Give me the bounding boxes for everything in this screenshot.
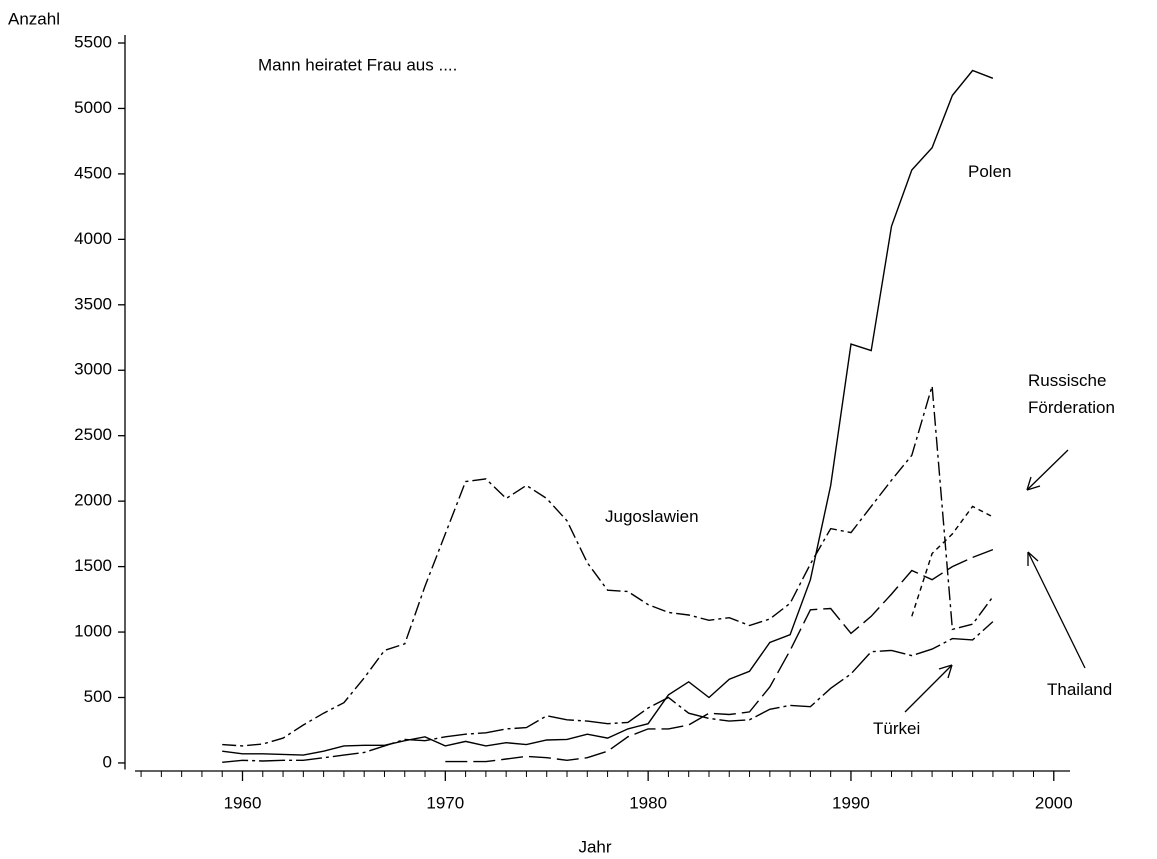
series-line: [222, 69, 994, 756]
x-tick-label: 1960: [224, 793, 262, 812]
series-label: Polen: [968, 162, 1012, 181]
arrow: [1026, 449, 1069, 491]
x-axis-label: Jahr: [578, 837, 611, 856]
arrow: [904, 664, 953, 713]
arrow-head: [1026, 476, 1041, 491]
y-tick-label: 3000: [74, 360, 112, 379]
series-label: Russische Förderation: [1028, 371, 1115, 417]
arrows: [904, 449, 1086, 713]
x-tick-label: 2000: [1035, 793, 1073, 812]
y-tick-label: 500: [84, 687, 112, 706]
y-tick-label: 4000: [74, 229, 112, 248]
x-tick-label: 1990: [832, 793, 870, 812]
series-line: [222, 621, 994, 763]
y-tick-label: 5000: [74, 98, 112, 117]
y-tick-label: 2000: [74, 491, 112, 510]
chart-title: Mann heiratet Frau aus ....: [258, 55, 457, 74]
series-line: [222, 385, 994, 747]
x-tick-label: 1980: [629, 793, 667, 812]
y-tick-label: 2500: [74, 425, 112, 444]
y-tick-label: 5500: [74, 32, 112, 51]
series-label: Thailand: [1047, 680, 1113, 699]
arrow-head: [938, 664, 953, 679]
y-tick-label: 1500: [74, 556, 112, 575]
series-label: Jugoslawien: [605, 507, 699, 526]
arrow-head: [1027, 551, 1039, 566]
y-tick-label: 0: [103, 752, 112, 771]
y-axis-label: Anzahl: [8, 9, 60, 28]
y-tick-label: 4500: [74, 163, 112, 182]
series-line: [445, 548, 994, 763]
x-tick-label: 1970: [426, 793, 464, 812]
series-label: Türkei: [873, 719, 921, 738]
series-line: [911, 505, 994, 617]
y-tick-label: 3500: [74, 294, 112, 313]
arrow: [1027, 551, 1086, 669]
y-tick-label: 1000: [74, 622, 112, 641]
